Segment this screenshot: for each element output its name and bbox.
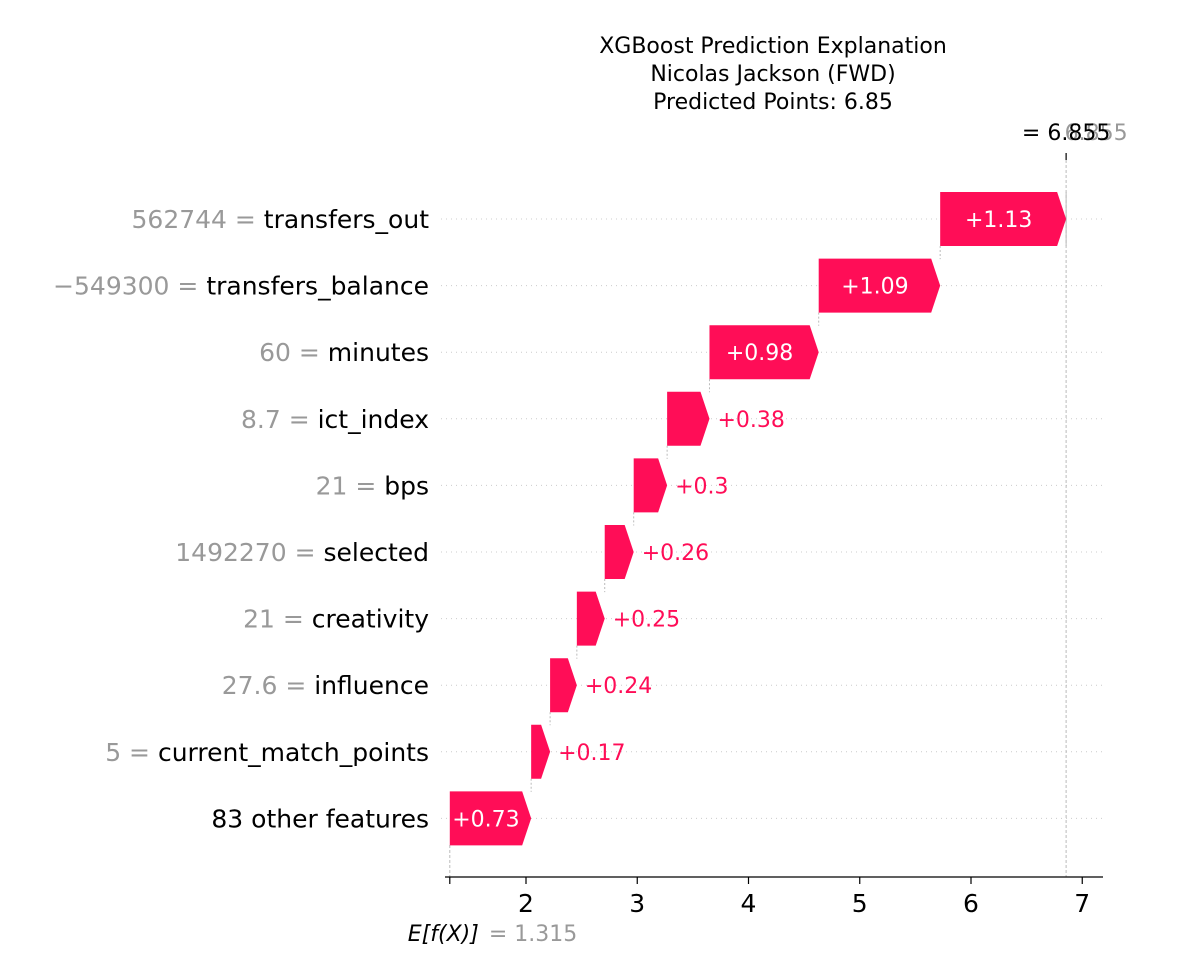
feature-value: 27.6 =	[222, 671, 315, 700]
feature-value: 60 =	[259, 338, 328, 367]
feature-label: −549300 = transfers_balance	[53, 272, 429, 301]
feature-value: −549300 =	[53, 272, 206, 301]
bar-value-label: +0.26	[642, 541, 709, 566]
chart-title: XGBoost Prediction Explanation Nicolas J…	[599, 34, 947, 115]
feature-value: 21 =	[316, 471, 385, 500]
x-tick-label: 2	[518, 889, 534, 918]
title-line-2: Nicolas Jackson (FWD)	[650, 62, 895, 87]
final-value-ghost-label: 6.855	[1065, 121, 1128, 146]
title-line-1: XGBoost Prediction Explanation	[599, 34, 947, 59]
bar-value-label: +0.25	[613, 608, 680, 633]
feature-name: minutes	[328, 338, 429, 367]
bar-value-label: +0.24	[585, 674, 652, 699]
feature-label: 21 = bps	[316, 471, 429, 500]
contribution-bar	[633, 458, 668, 513]
bar-value-label: +0.3	[675, 474, 728, 499]
feature-label: 21 = creativity	[243, 605, 429, 634]
contribution-bar	[709, 325, 819, 380]
contribution-bar	[550, 658, 577, 713]
feature-name: selected	[323, 538, 429, 567]
contribution-bar	[940, 192, 1067, 246]
feature-name: influence	[314, 671, 429, 700]
bar-value-label: +0.17	[558, 741, 625, 766]
contribution-bars: +1.13 +1.09 +0.98 +0.38 +0.3 +0.26 +0.25 +0.24 +…	[449, 192, 1067, 846]
feature-label: 562744 = transfers_out	[132, 205, 430, 234]
feature-name: creativity	[312, 605, 429, 634]
contribution-bar	[576, 591, 605, 646]
title-line-3: Predicted Points: 6.85	[653, 90, 893, 115]
contribution-bar	[604, 525, 634, 579]
bar-value-label: +0.98	[726, 341, 793, 366]
feature-name: ict_index	[318, 405, 429, 434]
feature-value: 5 =	[105, 738, 158, 767]
feature-value: 562744 =	[132, 205, 264, 234]
feature-name: transfers_out	[264, 205, 429, 234]
feature-name: current_match_points	[158, 738, 429, 767]
bar-value-label: +1.13	[965, 208, 1032, 233]
feature-label: 5 = current_match_points	[105, 738, 429, 767]
feature-labels: 562744 = transfers_out −549300 = transfer…	[53, 205, 429, 833]
feature-value: 8.7 =	[241, 405, 318, 434]
feature-label: 83 other features	[211, 804, 429, 833]
feature-label: 27.6 = influence	[222, 671, 429, 700]
base-value-label: E[f(X)] = 1.315	[408, 922, 577, 947]
prediction-marker: 6.855= 6.855	[1022, 121, 1128, 160]
x-tick-label: 7	[1074, 889, 1090, 918]
contribution-bar	[449, 791, 532, 846]
x-tick-label: 6	[963, 889, 979, 918]
bar-value-label: +0.38	[717, 408, 784, 433]
x-tick-label: 4	[741, 889, 757, 918]
feature-value: 21 =	[243, 605, 312, 634]
feature-label: 1492270 = selected	[175, 538, 429, 567]
bar-value-label: +1.09	[841, 275, 908, 300]
x-tick-label: 3	[629, 889, 645, 918]
feature-label: 8.7 = ict_index	[241, 405, 429, 434]
contribution-bar	[531, 724, 551, 779]
base-value-number: = 1.315	[489, 922, 577, 947]
feature-name: 83 other features	[211, 804, 429, 833]
feature-value: 1492270 =	[175, 538, 323, 567]
bar-value-label: +0.73	[452, 807, 519, 832]
row-gridlines	[441, 218, 1103, 819]
feature-label: 60 = minutes	[259, 338, 429, 367]
feature-name: bps	[384, 471, 429, 500]
x-tick-label: 5	[852, 889, 868, 918]
feature-name: transfers_balance	[206, 272, 429, 301]
x-axis: 2 3 4 5 6 7 E[f(X)] = 1.315	[408, 876, 1103, 947]
contribution-bar	[667, 391, 710, 446]
base-value-symbol: E[f(X)]	[408, 922, 479, 947]
final-value-label: = 6.855	[1022, 121, 1110, 146]
contribution-bar	[818, 258, 941, 313]
